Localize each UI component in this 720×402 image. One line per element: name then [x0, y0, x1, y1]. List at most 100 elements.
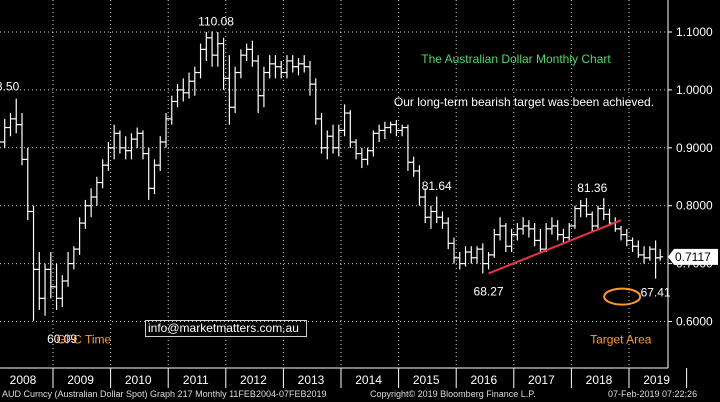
ohlc-bar [347, 110, 354, 148]
annotation-label: 67.41 [641, 286, 671, 300]
ohlc-bar [600, 198, 607, 221]
ohlc-bar [249, 40, 256, 67]
ohlc-bar [226, 55, 233, 125]
ohlc-bar [548, 217, 555, 235]
target-ellipse [603, 287, 642, 306]
ohlc-bar [399, 124, 406, 137]
ohlc-bar [260, 66, 267, 108]
support-trendline [488, 219, 622, 275]
annotation-label: 110.08 [198, 15, 234, 29]
ohlc-bar [577, 199, 584, 218]
ohlc-bar [278, 60, 285, 79]
footer-copyright: Copyright© 2019 Bloomberg Finance L.P. [370, 389, 536, 399]
ohlc-bar [427, 205, 434, 229]
ohlc-bar [554, 220, 561, 241]
ohlc-bar [451, 237, 457, 264]
ohlc-bar [209, 31, 216, 67]
ohlc-bar [232, 66, 239, 114]
ohlc-bar [157, 136, 164, 171]
ohlc-bar [330, 124, 337, 154]
footer-security: AUD Curncy (Australian Dollar Spot) Grap… [2, 389, 327, 399]
annotation-label: 68.27 [474, 285, 504, 299]
ohlc-bar [589, 211, 596, 232]
ohlc-bar [36, 252, 43, 310]
y-tick-label: 0.6000 [676, 315, 713, 329]
ohlc-bar [560, 228, 567, 244]
ohlc-bar [186, 72, 193, 99]
ohlc-bar [422, 188, 429, 224]
ohlc-bar [0, 141, 2, 143]
x-tick-label: 2010 [125, 373, 152, 387]
ohlc-bar [53, 263, 60, 310]
ohlc-bar [295, 58, 302, 76]
ohlc-bar [335, 124, 342, 157]
ohlc-bar [595, 205, 601, 229]
ohlc-bar [243, 43, 250, 61]
ohlc-bar [1, 118, 8, 148]
ohlc-bar [618, 225, 625, 241]
ohlc-bar [433, 196, 440, 224]
x-tick-label: 2019 [643, 373, 670, 387]
ohlc-bar [571, 205, 578, 229]
ohlc-bar [220, 37, 227, 90]
ohlc-bar [404, 124, 411, 171]
ohlc-bar [151, 159, 158, 195]
chart-title: The Australian Dollar Monthly Chart [421, 52, 611, 66]
annotation-label: 60.09 [47, 332, 77, 346]
x-tick-label: 2008 [10, 373, 37, 387]
ohlc-bar [7, 113, 14, 137]
ohlc-bar [30, 205, 37, 321]
ohlc-bar [531, 223, 538, 247]
ohlc-bar [456, 252, 463, 270]
ohlc-bar [47, 252, 54, 299]
ohlc-bar [301, 55, 308, 73]
ohlc-bar [99, 159, 106, 189]
annotation-label: GFC Time [57, 333, 112, 347]
ohlc-bar [214, 32, 221, 67]
y-tick-label: 0.8000 [676, 199, 713, 213]
ohlc-bar [491, 228, 498, 258]
x-tick-label: 2012 [240, 373, 267, 387]
ohlc-bar [468, 246, 475, 264]
ohlc-bar [629, 237, 636, 253]
ohlc-bar [514, 223, 521, 241]
ohlc-bar [13, 98, 20, 134]
email-label: info@marketmatters.com.au [145, 320, 307, 337]
ohlc-bar [376, 124, 383, 143]
ohlc-bar [479, 243, 486, 274]
ohlc-bar [583, 198, 590, 218]
price-bars [0, 31, 664, 321]
y-tick-label: 1.1000 [676, 25, 713, 39]
ohlc-bar [318, 113, 325, 154]
ohlc-bar [42, 263, 49, 316]
ohlc-bar [122, 136, 129, 160]
ohlc-bar [134, 127, 141, 148]
ohlc-bar [105, 142, 112, 171]
ohlc-bar [111, 124, 118, 160]
ohlc-bar [255, 55, 262, 114]
ohlc-bar [145, 147, 152, 200]
annotation-label: 81.64 [422, 179, 452, 193]
ohlc-bar [474, 246, 481, 264]
ohlc-bar [525, 220, 532, 238]
x-tick-label: 2014 [355, 373, 382, 387]
ohlc-bar [416, 165, 423, 206]
ohlc-bar [70, 246, 77, 270]
x-tick-label: 2017 [528, 373, 555, 387]
ohlc-bar [88, 188, 95, 218]
ohlc-bar [543, 223, 550, 253]
ohlc-bar [237, 49, 244, 79]
ohlc-bar [307, 60, 313, 96]
ohlc-bar [520, 217, 527, 235]
y-axis: 1.10001.00000.90000.80000.70000.60000.71… [667, 0, 718, 368]
ohlc-bar [65, 252, 72, 287]
y-tick-label: 1.0000 [676, 83, 713, 97]
ohlc-bar [364, 147, 371, 166]
ohlc-bar [508, 228, 515, 253]
ohlc-bar [387, 121, 394, 134]
ohlc-bar [358, 147, 365, 169]
ohlc-bar [657, 249, 664, 261]
ohlc-bar [59, 275, 66, 308]
